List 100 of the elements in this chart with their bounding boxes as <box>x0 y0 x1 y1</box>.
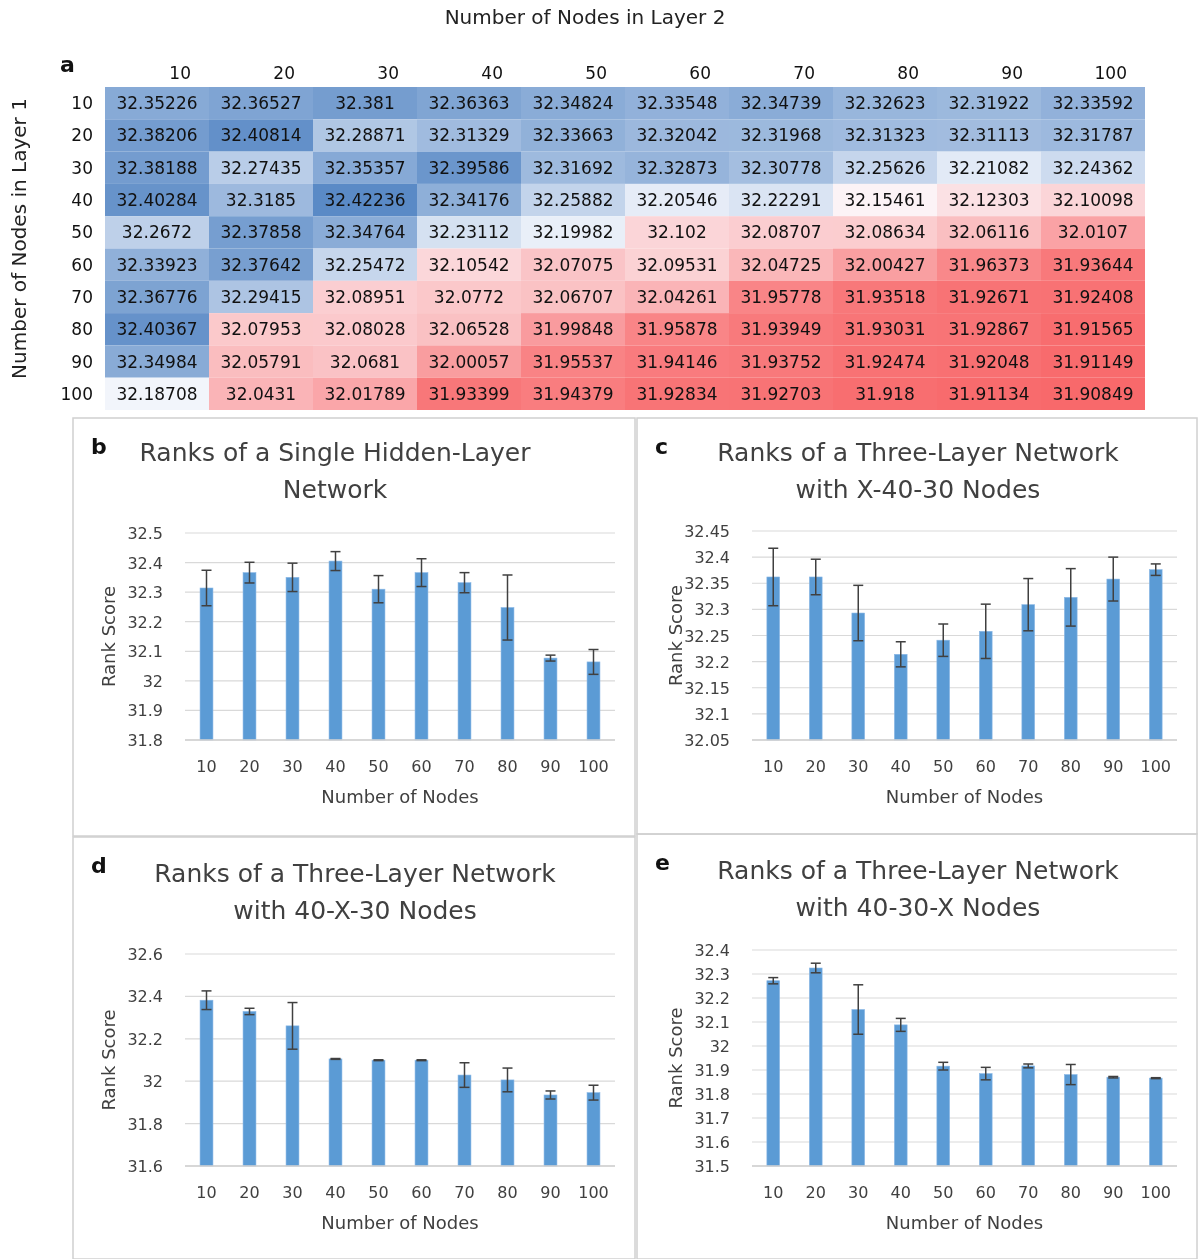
y-tick-label: 32 <box>709 1037 730 1056</box>
data-label: 32.06116 <box>948 222 1030 243</box>
data-label: 31.92048 <box>948 351 1030 372</box>
data-label: 32.33923 <box>116 254 198 275</box>
y-tick-label: 40 <box>71 190 93 211</box>
y-tick-label: 31.6 <box>127 1157 163 1176</box>
x-tick-label: 20 <box>239 757 260 776</box>
text: d <box>91 853 107 878</box>
data-label: 31.92834 <box>636 383 718 404</box>
x-tick-label: 30 <box>282 1183 303 1202</box>
data-label: 32.37858 <box>220 222 302 243</box>
y-tick-label: 31.8 <box>127 1114 163 1134</box>
text: b <box>91 434 107 459</box>
text: e <box>655 850 670 875</box>
x-axis-title: Number of Nodes in Layer 2 <box>444 5 726 29</box>
y-tick-label: 32.3 <box>694 600 730 620</box>
data-label: 32.32042 <box>636 125 718 146</box>
x-tick-label: 70 <box>454 1183 475 1202</box>
y-tick-label: 32.4 <box>694 941 730 960</box>
data-label: 32.27435 <box>220 157 302 178</box>
x-tick-label: 10 <box>196 1183 217 1202</box>
data-label: 32.34824 <box>532 93 614 114</box>
x-tick-label: 50 <box>585 63 607 83</box>
data-label: 31.93031 <box>844 319 926 340</box>
data-label: 31.93752 <box>740 351 822 372</box>
data-label: 32.36776 <box>116 286 198 307</box>
data-label: 32.30778 <box>740 157 822 178</box>
data-label: 32.34176 <box>428 190 510 211</box>
data-label: 32.40814 <box>220 125 302 146</box>
data-label: 32.07075 <box>532 254 614 275</box>
x-tick-label: 30 <box>282 757 303 776</box>
data-label: 32.39586 <box>428 157 510 178</box>
y-tick-label: 20 <box>71 125 93 146</box>
data-label: 32.33548 <box>636 93 718 114</box>
x-tick-label: 40 <box>325 1183 346 1202</box>
data-label: 32.34984 <box>116 351 198 372</box>
data-label: 32.381 <box>335 93 395 114</box>
x-tick-label: 80 <box>497 757 518 776</box>
y-tick-label: 31.8 <box>694 1085 730 1104</box>
data-label: 32.10542 <box>428 254 510 275</box>
data-label: 31.92671 <box>948 286 1030 307</box>
x-tick-label: 10 <box>196 757 217 776</box>
y-axis-title: Number of Nodes in Layer 1 <box>7 98 31 379</box>
data-label: 31.96373 <box>948 254 1030 275</box>
x-tick-label: 60 <box>411 1183 432 1202</box>
y-axis-title: Rank Score <box>98 585 119 688</box>
x-tick-label: 90 <box>540 1183 561 1202</box>
x-tick-label: 80 <box>497 1183 518 1202</box>
y-tick-label: 32.6 <box>127 945 163 964</box>
y-tick-label: 80 <box>71 319 93 340</box>
x-tick-label: 70 <box>1018 1183 1039 1202</box>
x-tick-label: 90 <box>1103 1183 1124 1202</box>
data-label: 31.95778 <box>740 286 822 307</box>
data-label: 32.32873 <box>636 157 718 178</box>
x-tick-label: 10 <box>763 1183 784 1202</box>
data-label: 32.31323 <box>844 125 926 146</box>
x-tick-label: 80 <box>897 63 919 83</box>
data-label: 32.35226 <box>116 93 198 114</box>
y-tick-label: 90 <box>71 351 93 372</box>
x-tick-label: 90 <box>1103 757 1124 776</box>
data-label: 32.23112 <box>428 222 510 243</box>
y-tick-label: 32.25 <box>684 626 730 646</box>
x-axis-title: Number of Nodes <box>885 786 1044 807</box>
data-label: 32.06707 <box>532 286 614 307</box>
y-tick-label: 30 <box>71 157 93 178</box>
y-tick-label: 70 <box>71 286 93 307</box>
data-label: 32.40284 <box>116 190 198 211</box>
data-label: 32.0107 <box>1057 222 1129 243</box>
x-tick-label: 20 <box>805 757 826 776</box>
x-tick-label: 100 <box>578 1183 609 1202</box>
y-tick-label: 32.3 <box>127 583 163 603</box>
data-label: 32.33592 <box>1052 93 1134 114</box>
x-tick-label: 80 <box>1060 1183 1081 1202</box>
y-tick-label: 32.2 <box>694 652 730 672</box>
data-label: 32.0681 <box>329 351 401 372</box>
y-tick-label: 50 <box>71 222 93 243</box>
data-label: 31.92408 <box>1052 286 1134 307</box>
x-tick-label: 100 <box>1140 1183 1172 1202</box>
y-tick-label: 32.1 <box>694 1013 730 1032</box>
x-tick-label: 50 <box>368 1183 389 1202</box>
data-label: 32.09531 <box>636 254 718 275</box>
x-tick-label: 10 <box>763 757 784 776</box>
x-tick-label: 100 <box>1094 63 1127 83</box>
data-label: 32.08028 <box>324 319 406 340</box>
data-label: 32.00427 <box>844 254 926 275</box>
y-tick-label: 10 <box>71 93 93 114</box>
y-axis-title: Rank Score <box>665 1007 686 1109</box>
text: a <box>60 52 75 77</box>
data-label: 32.07953 <box>220 319 302 340</box>
x-tick-label: 50 <box>933 757 954 776</box>
data-label: 32.04725 <box>740 254 822 275</box>
y-tick-label: 32 <box>142 1072 163 1092</box>
data-label: 31.94146 <box>636 351 718 372</box>
data-label: 32.20546 <box>636 190 718 211</box>
y-tick-label: 32.35 <box>684 574 730 594</box>
data-label: 31.91149 <box>1052 351 1134 372</box>
data-label: 31.91565 <box>1052 319 1134 340</box>
data-label: 32.12303 <box>948 190 1030 211</box>
data-label: 32.2672 <box>121 222 193 243</box>
data-label: 32.31787 <box>1052 125 1134 146</box>
